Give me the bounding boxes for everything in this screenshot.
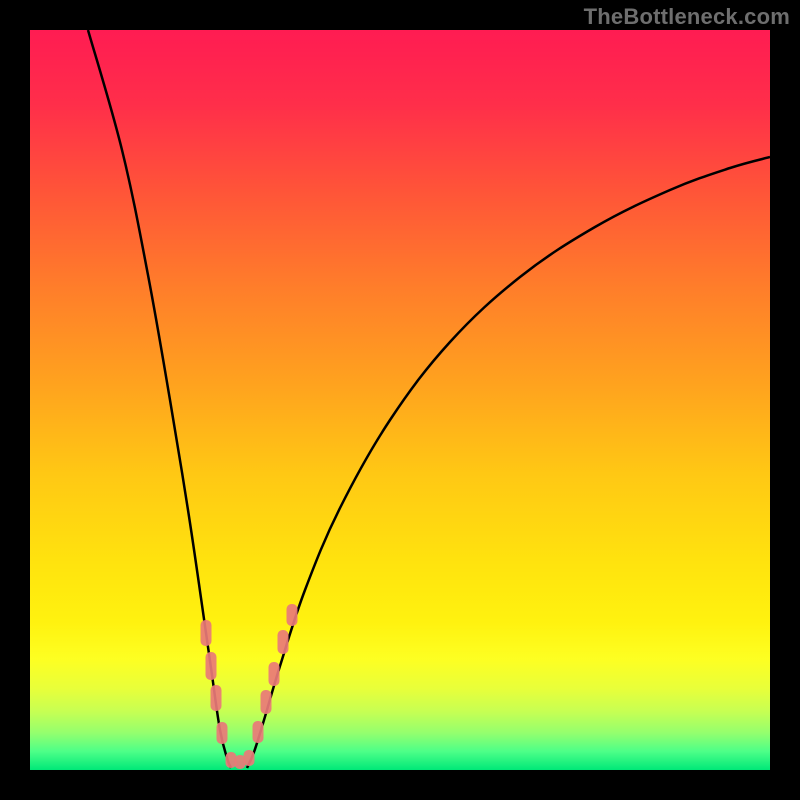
- curve-marker: [261, 690, 272, 714]
- curve-marker: [278, 630, 289, 654]
- curve-marker: [201, 620, 212, 646]
- marker-group: [201, 604, 298, 769]
- curve-marker: [217, 722, 228, 744]
- curve-marker: [206, 652, 217, 680]
- chart-frame: TheBottleneck.com: [0, 0, 800, 800]
- curve-marker: [211, 685, 222, 711]
- curve-marker: [287, 604, 298, 626]
- curve-marker: [244, 750, 255, 766]
- curve-marker: [253, 721, 264, 743]
- curve-marker: [269, 662, 280, 686]
- bottleneck-curve-right: [247, 157, 770, 768]
- curve-overlay: [30, 30, 770, 770]
- watermark-text: TheBottleneck.com: [584, 4, 790, 30]
- plot-area: [30, 30, 770, 770]
